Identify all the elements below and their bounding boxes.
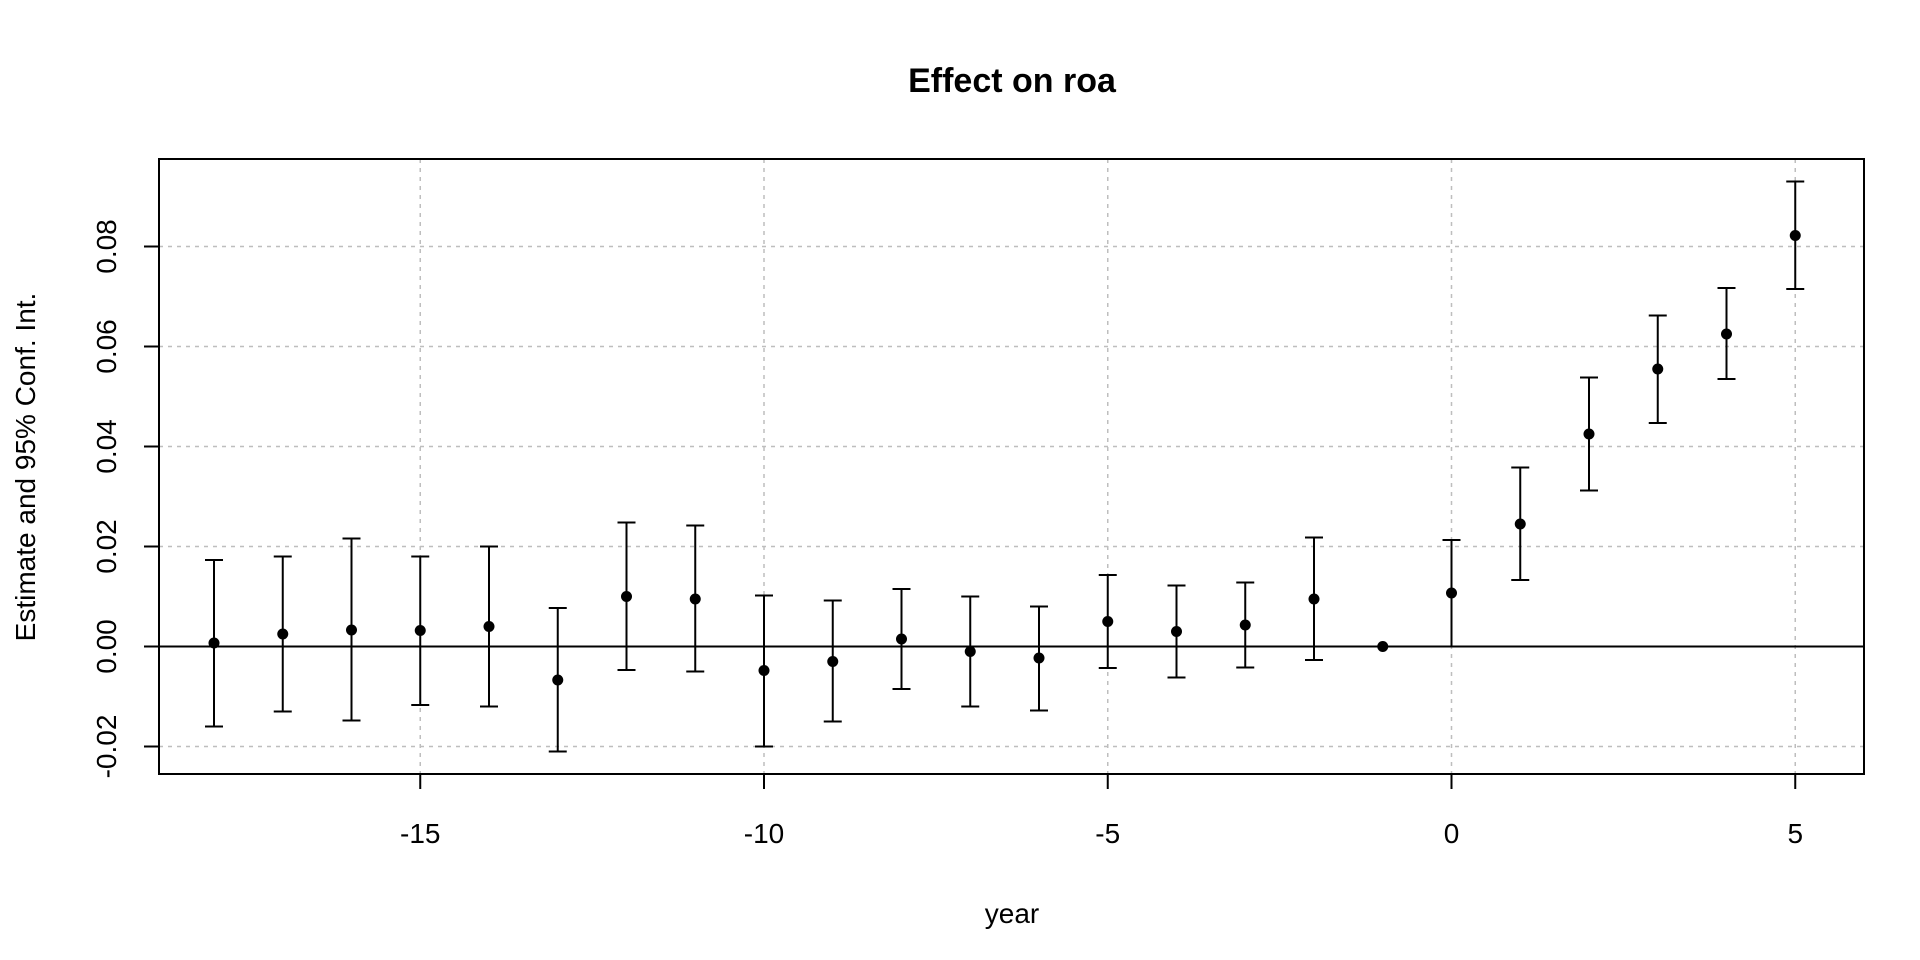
- x-axis-label: year: [985, 898, 1039, 929]
- y-tick-label: 0.04: [91, 419, 122, 474]
- x-tick-label: 5: [1787, 818, 1803, 849]
- grid: [159, 159, 1864, 774]
- estimate-point: [964, 646, 976, 657]
- estimate-point: [346, 624, 357, 636]
- x-tick-label: -10: [744, 818, 784, 849]
- y-tick-label: 0.08: [91, 219, 122, 274]
- x-axis: -15 -10 -5 0 5: [400, 773, 1803, 849]
- x-tick-label: 0: [1444, 818, 1460, 849]
- estimate-points: [208, 230, 1801, 686]
- estimate-point: [483, 621, 495, 632]
- estimate-point: [621, 591, 632, 602]
- estimate-point: [1652, 363, 1664, 375]
- estimate-point: [414, 625, 426, 636]
- estimate-point: [1446, 587, 1457, 599]
- estimate-point: [1171, 626, 1182, 637]
- estimate-point: [896, 633, 907, 645]
- estimate-point: [1308, 593, 1320, 605]
- estimate-point: [1102, 616, 1114, 627]
- estimate-point: [1583, 428, 1595, 440]
- estimate-point: [1239, 619, 1251, 631]
- estimate-point: [1721, 328, 1732, 340]
- estimate-point: [277, 628, 289, 640]
- estimate-point: [827, 656, 839, 667]
- y-axis: -0.02 0.00 0.02 0.04 0.06 0.08: [91, 219, 160, 779]
- estimate-point: [758, 665, 770, 676]
- estimate-point: [1033, 652, 1045, 664]
- estimate-point: [552, 674, 564, 686]
- y-tick-label: 0.06: [91, 319, 122, 374]
- y-axis-label: Estimate and 95% Conf. Int.: [10, 293, 41, 642]
- estimate-point: [1514, 518, 1526, 530]
- x-tick-label: -5: [1095, 818, 1120, 849]
- estimate-point: [208, 637, 220, 649]
- estimate-point: [1377, 641, 1389, 652]
- estimate-point: [1789, 230, 1801, 241]
- y-tick-label: -0.02: [91, 715, 122, 779]
- estimate-point: [689, 593, 701, 605]
- y-tick-label: 0.02: [91, 519, 122, 574]
- x-tick-label: -15: [400, 818, 440, 849]
- chart-title: Effect on roa: [908, 62, 1117, 100]
- y-tick-label: 0.00: [91, 619, 122, 674]
